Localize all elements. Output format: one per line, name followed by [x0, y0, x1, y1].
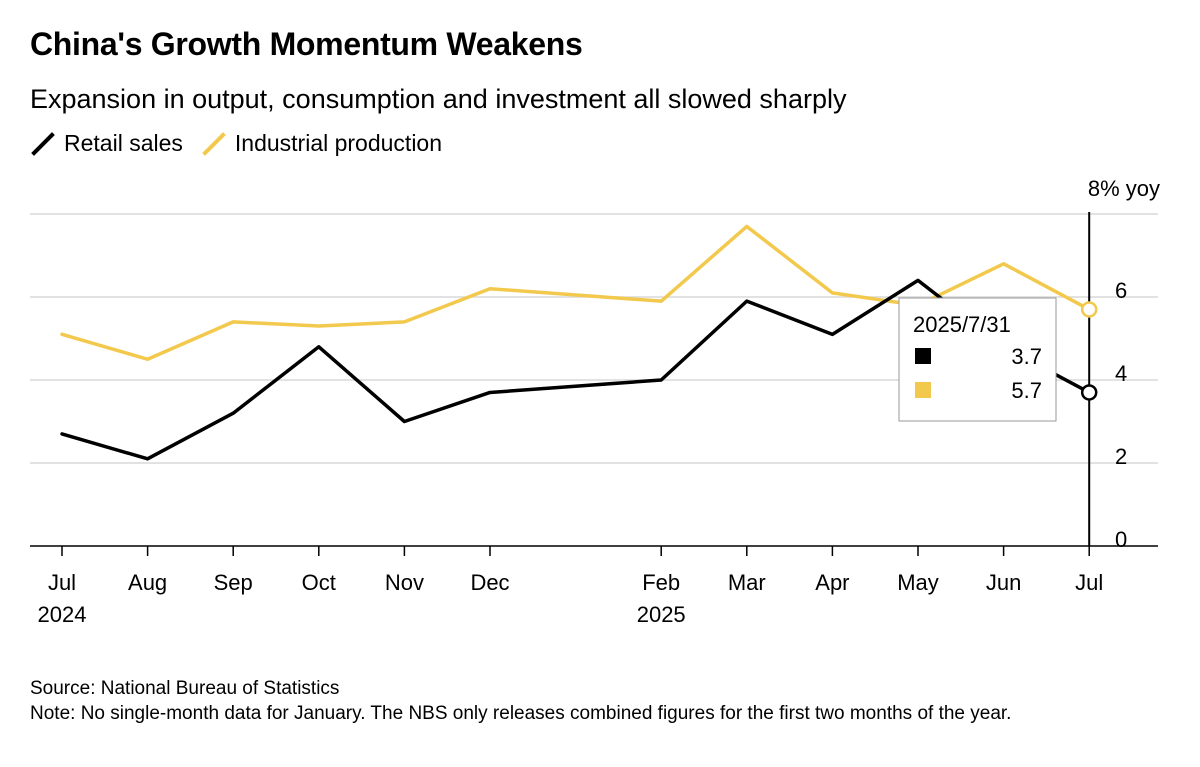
x-tick-year-label: 2025 — [637, 602, 686, 627]
x-tick-label: Dec — [470, 570, 509, 595]
tooltip-value-industrial-production: 5.7 — [1011, 378, 1042, 403]
legend-label: Industrial production — [234, 130, 443, 156]
x-tick-label: May — [897, 570, 939, 595]
chart-title: China's Growth Momentum Weakens — [30, 26, 583, 62]
y-tick-label: 0 — [1115, 527, 1127, 552]
tooltip-value-retail-sales: 3.7 — [1011, 344, 1042, 369]
x-tick-label: Apr — [815, 570, 849, 595]
legend-line-icon — [202, 131, 226, 156]
hover-point-retail-sales[interactable] — [1080, 384, 1098, 401]
y-tick-label: 4 — [1115, 361, 1127, 386]
chart-subtitle: Expansion in output, consumption and inv… — [30, 84, 847, 114]
x-tick-label: Nov — [385, 570, 424, 595]
legend-item-industrial-production[interactable]: Industrial production — [201, 130, 442, 157]
y-axis-unit-label: 8% yoy — [1088, 176, 1160, 201]
x-tick-label: Jul — [1075, 570, 1103, 595]
x-tick-year-label: 2024 — [38, 602, 87, 627]
y-tick-label: 2 — [1115, 444, 1127, 469]
x-tick-label: Aug — [128, 570, 167, 595]
tooltip-swatch-industrial-production — [915, 382, 931, 398]
footnote: Note: No single-month data for January. … — [30, 703, 1012, 724]
line-chart[interactable]: 0 2 4 6 8% yoy Jul 2024 Aug Sep Oct Nov Dec Feb 2025 M… — [0, 160, 1200, 640]
chart-footer: Source: National Bureau of Statistics No… — [30, 676, 1170, 726]
x-tick-label: Jun — [986, 570, 1021, 595]
series-line-retail-sales[interactable] — [60, 278, 1091, 461]
legend: Retail sales Industrial production — [30, 130, 460, 157]
x-tick-label: Sep — [214, 570, 253, 595]
x-tick-label: Mar — [728, 570, 766, 595]
hover-point-industrial-production[interactable] — [1080, 301, 1098, 318]
source-note: Source: National Bureau of Statistics — [30, 678, 340, 699]
legend-line-icon — [31, 131, 55, 156]
y-tick-label: 6 — [1115, 278, 1127, 303]
legend-label: Retail sales — [64, 130, 183, 156]
tooltip-date: 2025/7/31 — [913, 312, 1011, 337]
x-tick-label: Feb — [642, 570, 680, 595]
tooltip-swatch-retail-sales — [915, 348, 931, 364]
x-tick-label: Oct — [302, 570, 336, 595]
x-tick-label: Jul — [48, 570, 76, 595]
legend-item-retail-sales[interactable]: Retail sales — [30, 130, 183, 157]
